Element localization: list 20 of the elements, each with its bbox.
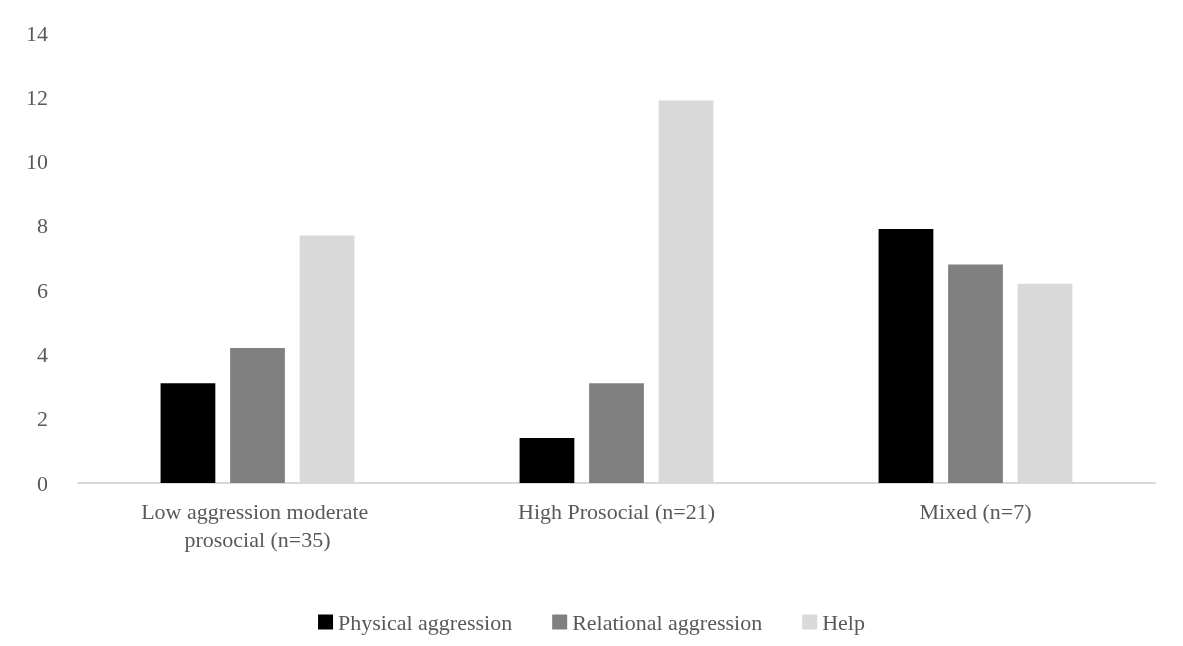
y-tick-label: 8	[37, 213, 48, 239]
legend-label: Physical aggression	[338, 609, 513, 635]
y-tick-label: 0	[37, 470, 48, 496]
y-tick-label: 10	[26, 149, 48, 175]
legend-label: Relational aggression	[572, 609, 763, 635]
bar	[230, 348, 285, 483]
bar	[948, 264, 1003, 483]
bar	[878, 229, 934, 483]
bar	[519, 438, 575, 483]
bar	[160, 383, 216, 483]
x-tick-label: High Prosocial (n=21)	[518, 498, 715, 524]
x-tick-label: Mixed (n=7)	[919, 498, 1032, 524]
bar	[589, 383, 644, 483]
x-tick-label: Low aggression moderate prosocial (n=35)	[141, 498, 374, 552]
legend-label: Help	[822, 609, 865, 635]
y-tick-label: 4	[37, 341, 48, 367]
y-tick-label: 2	[37, 406, 48, 432]
y-tick-label: 14	[26, 20, 48, 46]
y-tick-label: 6	[37, 277, 48, 303]
y-tick-label: 12	[26, 84, 48, 110]
